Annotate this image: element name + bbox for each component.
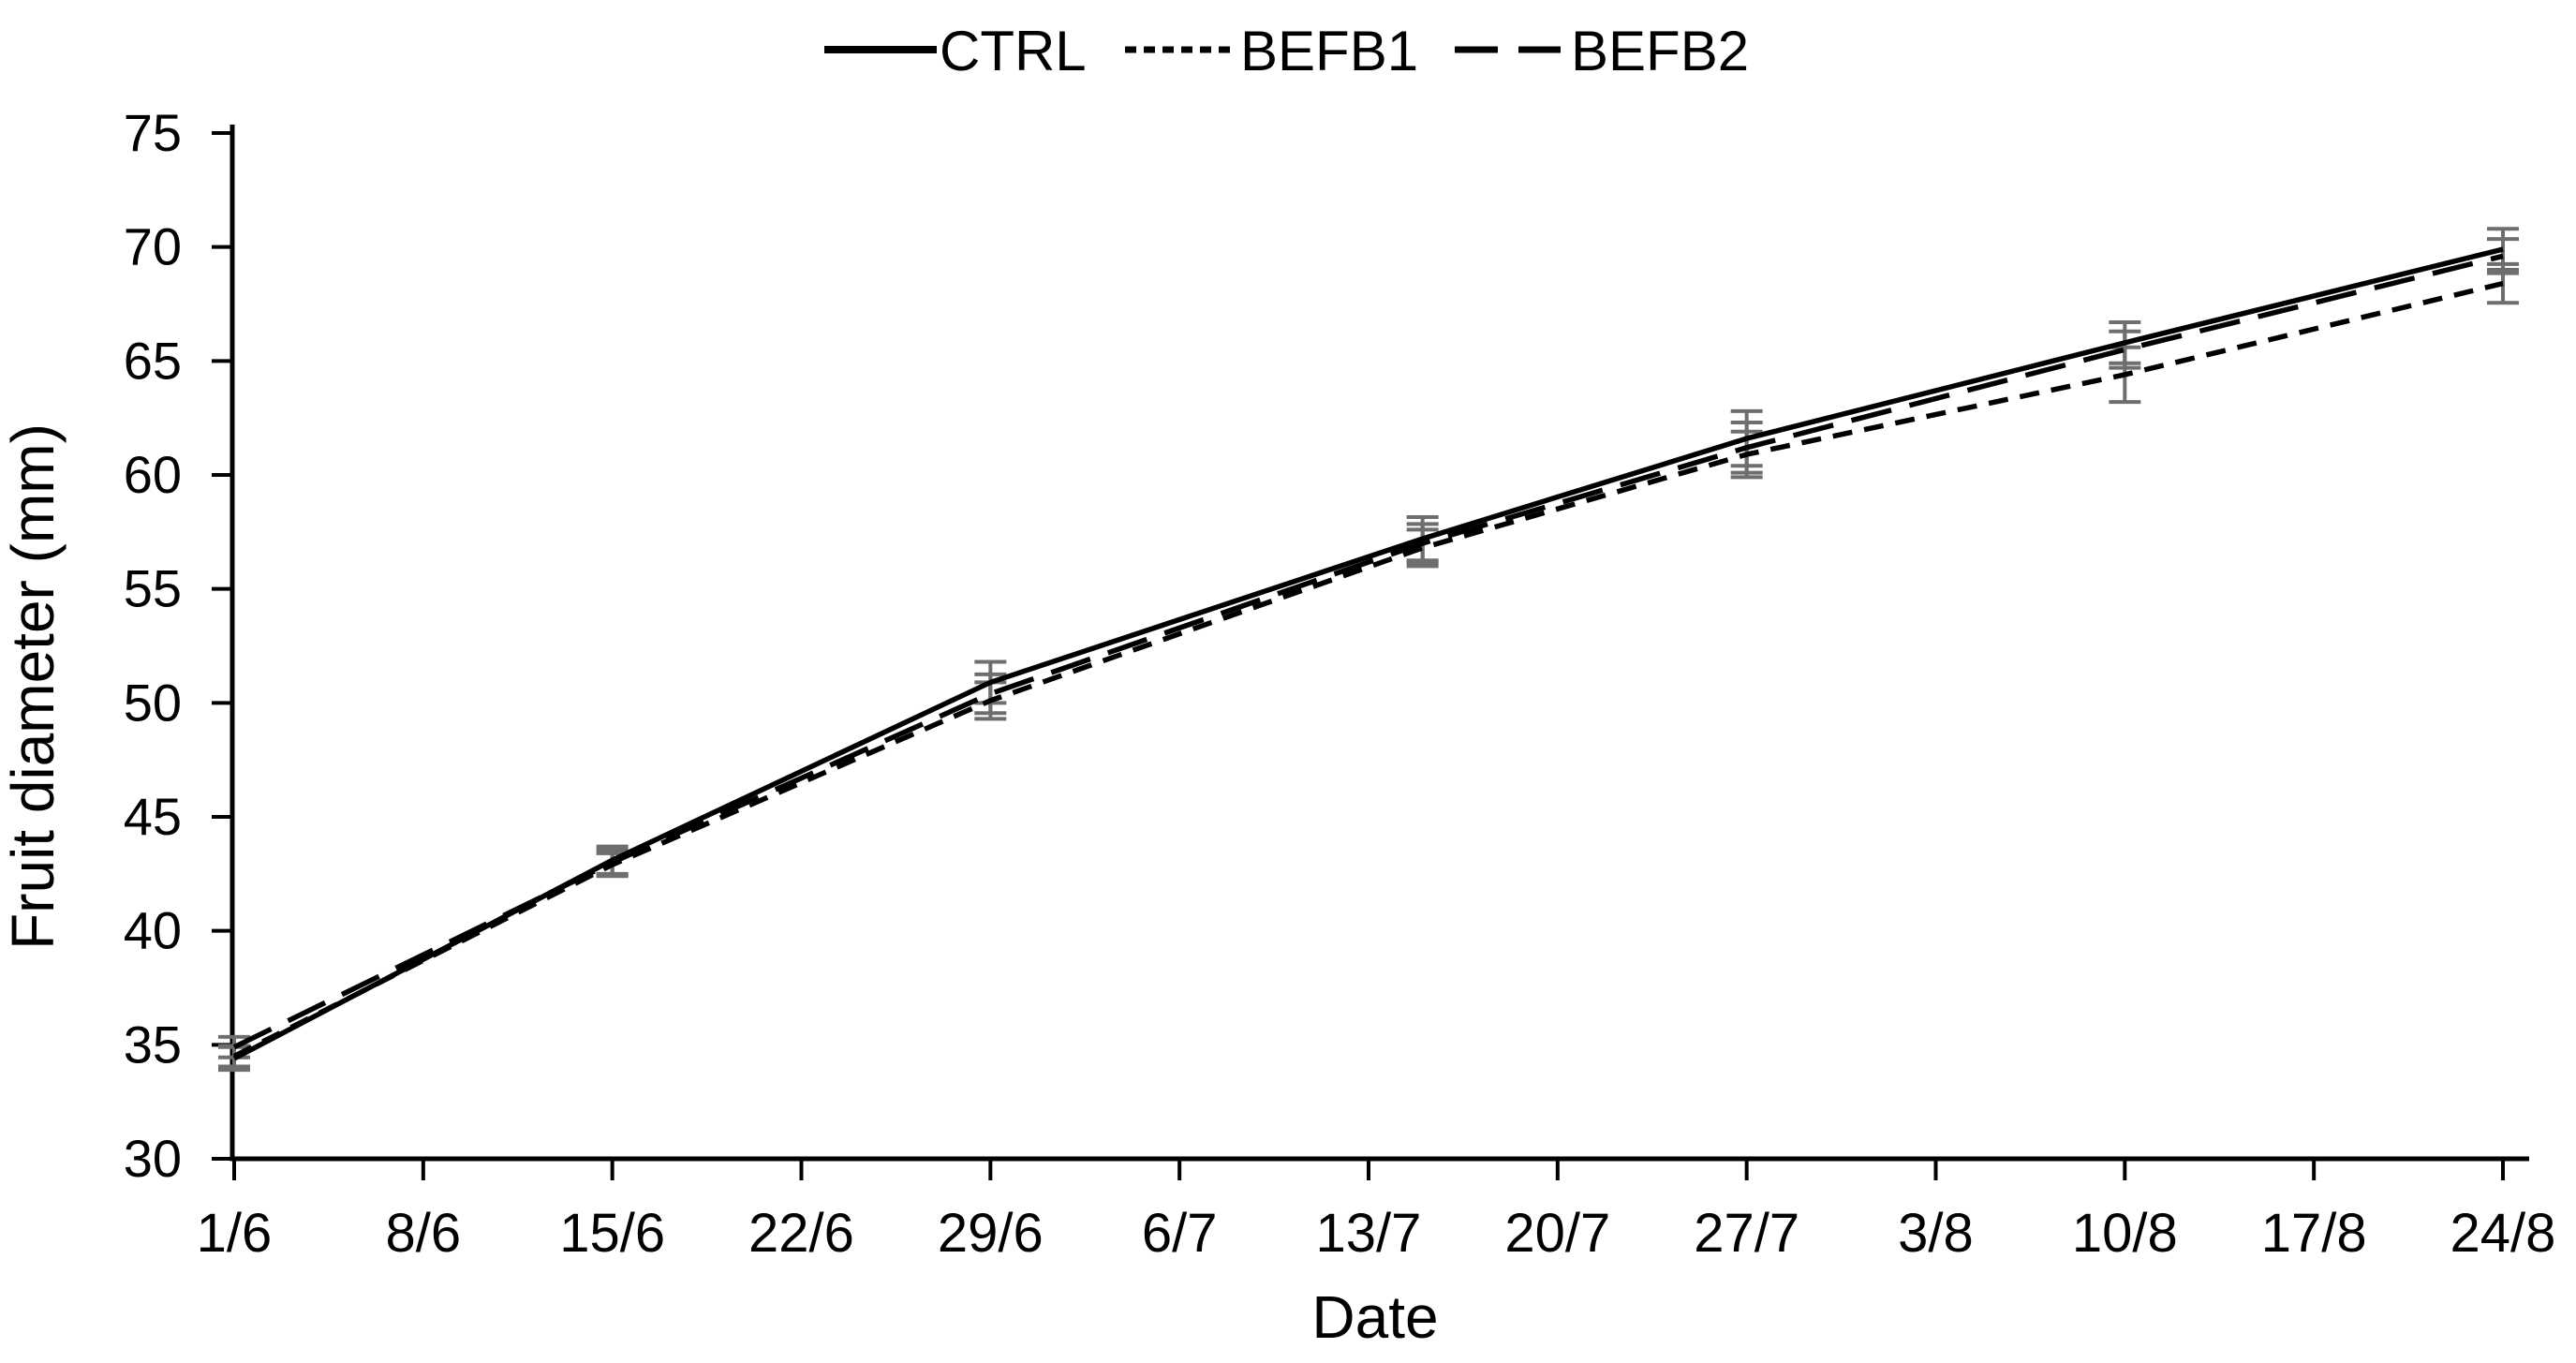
axis-titles: Date Fruit diameter (mm) bbox=[0, 423, 1439, 1351]
svg-text:13/7: 13/7 bbox=[1316, 1203, 1422, 1264]
x-axis-title: Date bbox=[1311, 1283, 1438, 1351]
svg-text:45: 45 bbox=[124, 787, 182, 846]
legend-item-CTRL: CTRL bbox=[824, 20, 1087, 82]
svg-text:24/8: 24/8 bbox=[2450, 1203, 2556, 1264]
error-bars bbox=[218, 227, 2519, 1073]
svg-text:15/6: 15/6 bbox=[559, 1203, 665, 1264]
legend-item-BEFB2: BEFB2 bbox=[1455, 20, 1749, 82]
svg-text:10/8: 10/8 bbox=[2072, 1203, 2178, 1264]
svg-text:27/7: 27/7 bbox=[1694, 1203, 1799, 1264]
svg-text:22/6: 22/6 bbox=[748, 1203, 854, 1264]
svg-text:29/6: 29/6 bbox=[938, 1203, 1044, 1264]
y-axis-ticks: 30 35 40 45 50 55 60 65 70 75 bbox=[124, 103, 232, 1188]
legend-label: BEFB2 bbox=[1571, 20, 1749, 82]
svg-text:65: 65 bbox=[124, 331, 182, 390]
svg-text:35: 35 bbox=[124, 1015, 182, 1074]
svg-text:17/8: 17/8 bbox=[2261, 1203, 2367, 1264]
legend-label: BEFB1 bbox=[1240, 20, 1418, 82]
svg-text:6/7: 6/7 bbox=[1142, 1203, 1218, 1264]
legend-item-BEFB1: BEFB1 bbox=[1125, 20, 1418, 82]
legend: CTRL BEFB1 BEFB2 bbox=[824, 20, 1749, 82]
svg-text:75: 75 bbox=[124, 103, 182, 162]
svg-text:20/7: 20/7 bbox=[1504, 1203, 1610, 1264]
series-BEFB2 bbox=[232, 253, 2504, 1050]
svg-text:1/6: 1/6 bbox=[197, 1203, 273, 1264]
series-CTRL bbox=[232, 246, 2504, 1061]
svg-text:8/6: 8/6 bbox=[386, 1203, 462, 1264]
svg-text:60: 60 bbox=[124, 445, 182, 504]
axes bbox=[229, 125, 2529, 1162]
x-axis-ticks: 1/6 8/6 15/6 22/6 29/6 6/7 13/7 20/7 27/7 3/8 10/8… bbox=[197, 1159, 2556, 1264]
svg-text:30: 30 bbox=[124, 1129, 182, 1188]
y-axis-title: Fruit diameter (mm) bbox=[0, 423, 67, 950]
svg-text:40: 40 bbox=[124, 901, 182, 960]
legend-label: CTRL bbox=[940, 20, 1087, 82]
svg-text:3/8: 3/8 bbox=[1898, 1203, 1974, 1264]
svg-text:50: 50 bbox=[124, 673, 182, 732]
series-BEFB1 bbox=[232, 280, 2504, 1059]
svg-text:70: 70 bbox=[124, 217, 182, 276]
svg-text:55: 55 bbox=[124, 559, 182, 618]
